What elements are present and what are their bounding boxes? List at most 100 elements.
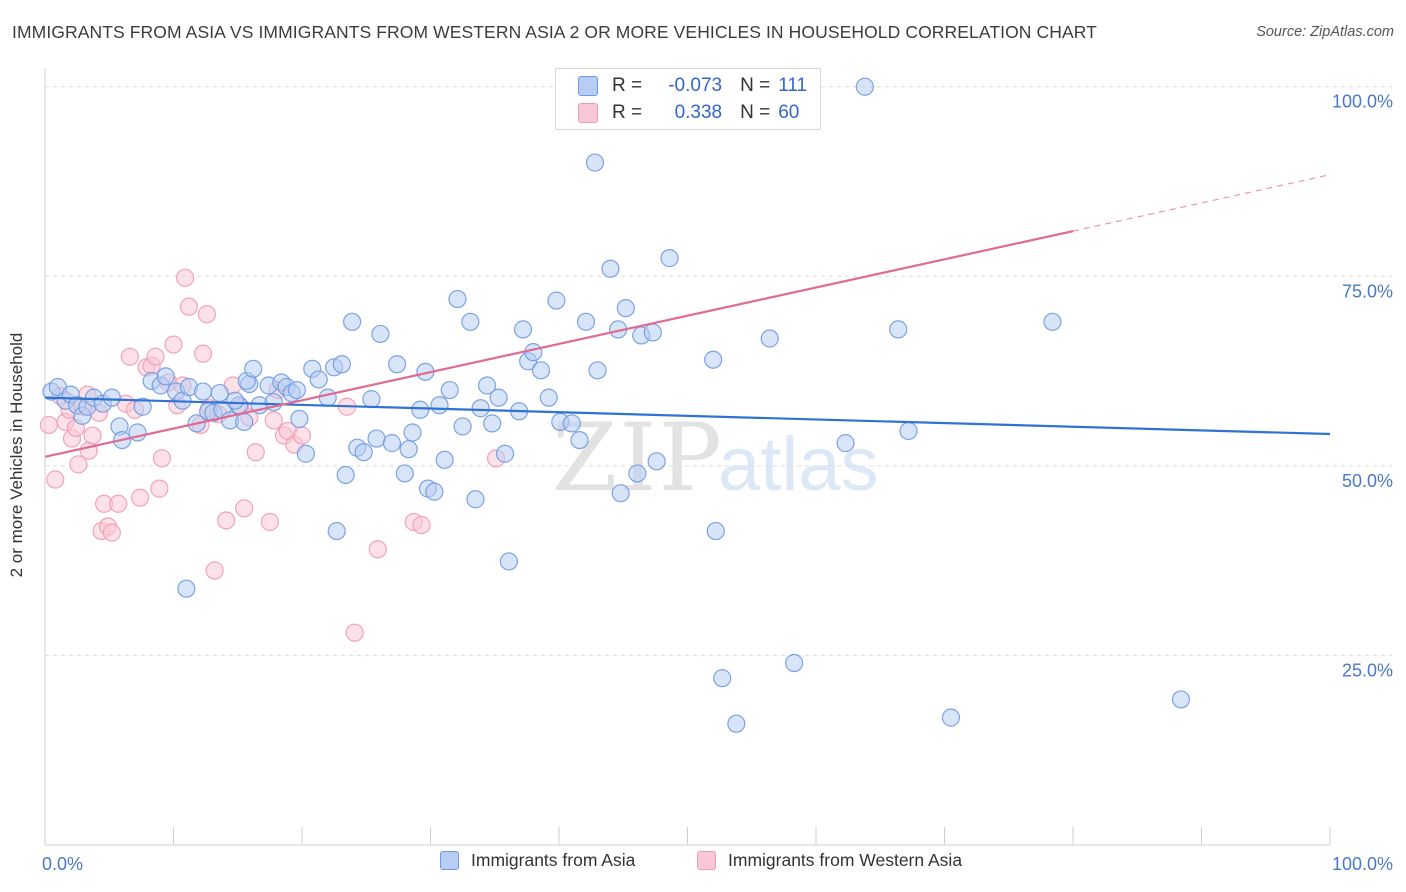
data-point	[499, 552, 518, 571]
y-tick-label: 25.0%	[1342, 660, 1393, 680]
data-point	[318, 388, 337, 407]
data-point	[130, 488, 150, 507]
data-point	[164, 335, 183, 354]
data-point	[246, 443, 265, 462]
data-point	[477, 376, 497, 395]
legend-label-asia: Immigrants from Asia	[471, 850, 636, 870]
data-point	[177, 579, 196, 598]
data-point	[287, 380, 306, 400]
data-point	[69, 455, 88, 474]
y-tick-label: 50.0%	[1342, 471, 1393, 491]
data-point	[332, 355, 351, 374]
legend-item-asia[interactable]: Immigrants from Asia	[440, 850, 635, 871]
data-point	[785, 653, 804, 673]
data-point	[235, 499, 254, 518]
legend-item-western-asia[interactable]: Immigrants from Western Asia	[697, 850, 962, 871]
x-tick-labels: 0.0% 100.0%	[42, 854, 1393, 874]
data-point	[531, 361, 551, 380]
data-point	[387, 355, 407, 374]
data-point	[197, 305, 217, 324]
data-point	[513, 320, 533, 339]
y-tick-labels: 25.0% 50.0% 75.0% 100.0%	[1332, 92, 1393, 681]
data-point	[343, 312, 362, 331]
data-point	[539, 388, 558, 407]
data-point	[727, 714, 746, 733]
stats-r-label: R =	[612, 75, 643, 96]
x-tick-label: 100.0%	[1332, 854, 1393, 874]
stats-n-value: 60	[778, 102, 800, 123]
trend-line-extension	[1072, 174, 1331, 232]
stats-r-value: 0.338	[674, 102, 723, 123]
data-point	[466, 490, 485, 509]
trend-line	[44, 396, 1331, 436]
data-point	[411, 400, 430, 419]
data-point	[244, 359, 263, 378]
data-point	[327, 521, 346, 541]
data-point	[193, 382, 213, 401]
stats-n-label: N =	[740, 102, 771, 123]
stats-swatch-asia	[578, 76, 598, 96]
data-point	[760, 329, 779, 348]
y-tick-label: 75.0%	[1342, 281, 1393, 301]
data-point	[524, 343, 543, 362]
data-point	[296, 444, 315, 463]
data-point	[440, 380, 459, 400]
data-point	[1043, 312, 1062, 331]
data-point	[368, 540, 387, 559]
data-point	[46, 470, 65, 489]
data-point	[889, 320, 908, 339]
data-point	[547, 291, 566, 310]
data-point	[179, 297, 199, 316]
stats-swatch-western-asia	[578, 103, 598, 123]
data-point	[585, 153, 605, 172]
data-point	[448, 289, 467, 309]
data-point	[235, 412, 254, 431]
data-point	[292, 426, 312, 445]
stats-r-label: R =	[612, 102, 643, 123]
data-point	[156, 367, 175, 386]
data-point	[495, 444, 515, 463]
data-point	[628, 464, 647, 483]
data-point	[102, 388, 121, 407]
legend-swatch-asia	[440, 851, 459, 870]
series-legend: Immigrants from Asia Immigrants from Wes…	[0, 850, 1406, 878]
data-point	[425, 482, 444, 501]
data-point	[354, 443, 373, 462]
data-point	[210, 383, 229, 403]
data-point	[611, 484, 630, 503]
stats-n-label: N =	[740, 75, 771, 96]
x-tick-label: 0.0%	[42, 854, 83, 874]
y-tick-label: 100.0%	[1332, 92, 1393, 112]
data-point	[399, 440, 418, 459]
stats-r-value: -0.073	[668, 75, 723, 96]
stats-legend: R = -0.073 N = 111 R = 0.338 N = 60	[555, 68, 821, 130]
data-point	[713, 669, 732, 688]
data-point	[483, 414, 502, 433]
data-point	[226, 391, 245, 410]
data-point	[336, 465, 355, 485]
watermark-atlas: atlas	[718, 422, 879, 507]
trend-lines	[44, 174, 1331, 458]
data-point	[175, 268, 195, 287]
data-point	[146, 347, 165, 366]
data-point	[102, 523, 121, 542]
data-point	[489, 388, 508, 407]
data-point	[1171, 690, 1191, 709]
data-point	[362, 390, 381, 409]
data-point	[395, 464, 414, 483]
data-point	[217, 511, 236, 530]
data-point	[562, 414, 581, 433]
data-point	[453, 417, 472, 436]
data-point	[616, 299, 635, 318]
watermark: ZIP atlas	[552, 404, 879, 513]
data-point	[133, 397, 152, 416]
data-point	[576, 312, 596, 331]
data-point	[855, 77, 874, 96]
stats-row-western-asia: R = 0.338 N = 60	[578, 100, 799, 126]
data-point	[152, 449, 172, 468]
data-point	[412, 515, 431, 535]
data-point	[39, 415, 58, 435]
data-point	[345, 623, 364, 642]
data-point	[403, 423, 422, 442]
